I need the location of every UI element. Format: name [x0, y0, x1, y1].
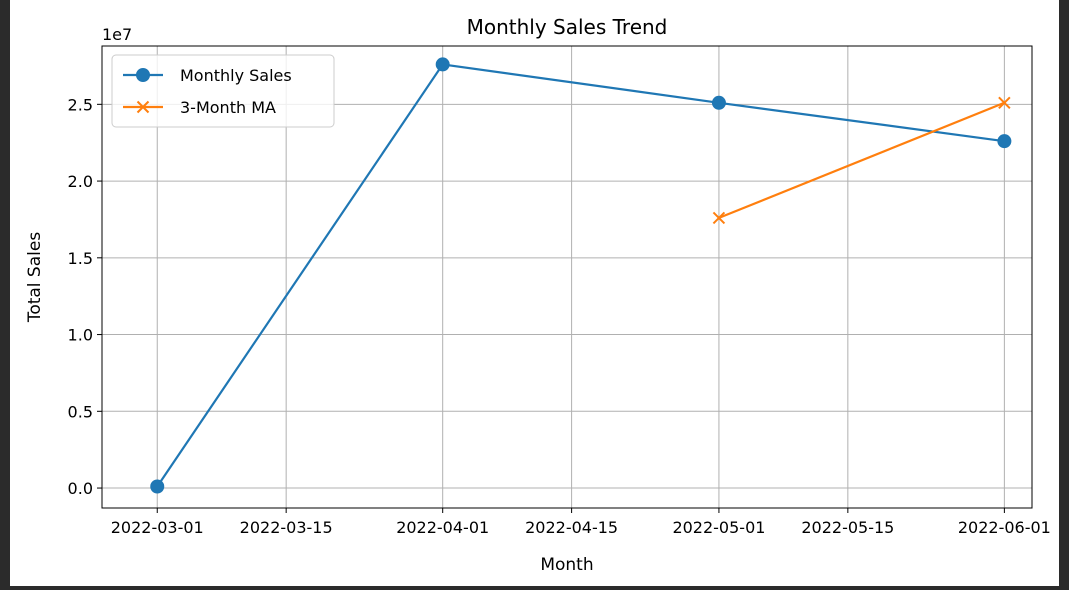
legend-label-monthly-sales: Monthly Sales [180, 66, 292, 85]
series-line-3-month-ma [718, 101, 1005, 219]
legend-label-3-month-ma: 3-Month MA [180, 98, 276, 117]
x-axis-label: Month [540, 555, 593, 575]
legend-marker-monthly-sales [136, 68, 150, 82]
chart-title: Monthly Sales Trend [467, 15, 668, 39]
x-tick-label: 2022-05-01 [672, 518, 765, 537]
x-tick-label: 2022-03-01 [111, 518, 204, 537]
marker-stroke [998, 96, 1011, 109]
x-tick-label: 2022-04-01 [396, 518, 489, 537]
x-tick-label: 2022-03-15 [240, 518, 333, 537]
series-line-monthly-sales [156, 63, 1005, 488]
y-tick-label: 2.0 [68, 172, 93, 191]
plot-area-frame [101, 45, 1033, 509]
data-point-monthly-sales [711, 95, 726, 110]
y-tick-label: 0.5 [68, 402, 93, 421]
data-point-monthly-sales [435, 57, 450, 72]
y-tick-label: 1.0 [68, 326, 93, 345]
y-scale-label: 1e7 [102, 25, 132, 44]
ticks-layer: 2022-03-01 2022-03-15 2022-04-01 2022-04-15… [68, 95, 1051, 537]
data-point-3-month-ma [712, 211, 726, 225]
legend-box [111, 54, 335, 128]
legend: Monthly Sales 3-Month MA [111, 54, 335, 128]
marker-stroke [712, 211, 726, 225]
y-tick-label: 1.5 [68, 249, 93, 268]
x-tick-label: 2022-06-01 [958, 518, 1051, 537]
legend-marker-3-month-ma [136, 100, 150, 114]
x-tick-label: 2022-04-15 [525, 518, 618, 537]
x-tick-label: 2022-05-15 [801, 518, 894, 537]
data-point-monthly-sales [150, 479, 165, 494]
grid-layer [102, 46, 1032, 508]
data-point-3-month-ma [998, 96, 1011, 109]
chart-figure: 2022-03-01 2022-03-15 2022-04-01 2022-04-15… [10, 0, 1059, 586]
line-chart: 2022-03-01 2022-03-15 2022-04-01 2022-04-15… [25, 15, 1051, 575]
y-tick-label: 0.0 [68, 479, 93, 498]
data-point-monthly-sales [997, 134, 1012, 149]
marker-stroke [136, 100, 150, 114]
y-tick-label: 2.5 [68, 95, 93, 114]
y-axis-label: Total Sales [25, 232, 45, 323]
series-layer [150, 57, 1012, 494]
